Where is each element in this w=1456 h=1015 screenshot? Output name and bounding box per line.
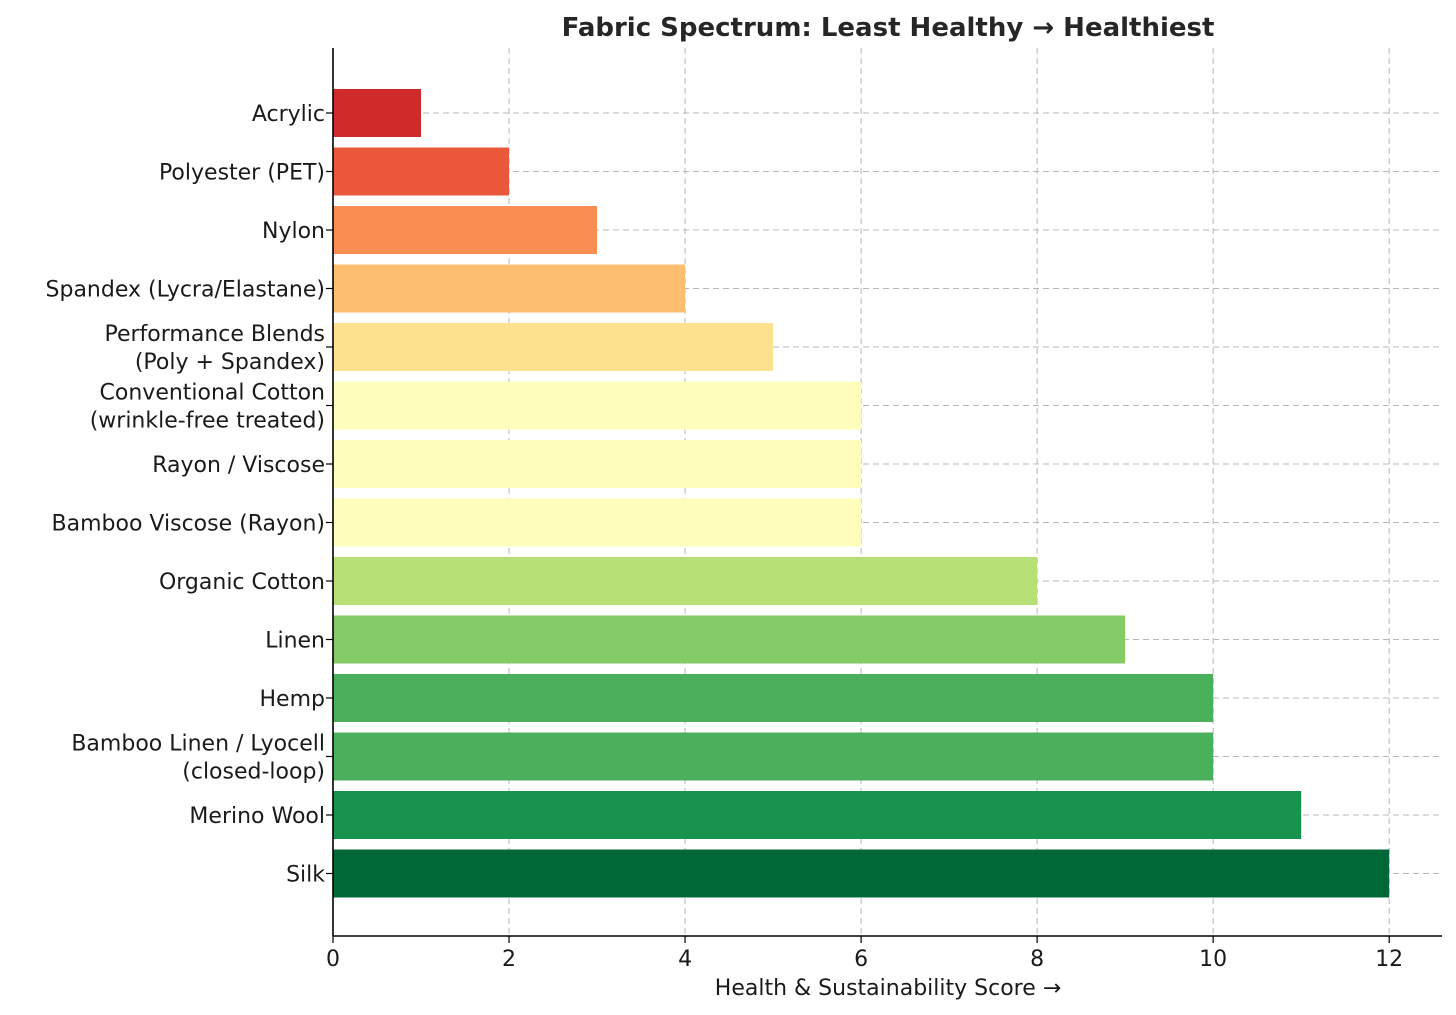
bar bbox=[333, 557, 1038, 605]
bar bbox=[333, 264, 686, 313]
x-tick-label: 8 bbox=[1030, 947, 1044, 972]
y-tick-label: Spandex (Lycra/Elastane) bbox=[46, 278, 325, 303]
bar bbox=[333, 440, 862, 488]
x-tick-label: 6 bbox=[854, 947, 868, 972]
bar bbox=[333, 381, 862, 430]
x-tick-label: 2 bbox=[502, 947, 516, 972]
bar bbox=[333, 323, 774, 371]
bar bbox=[333, 498, 862, 547]
y-tick-label: Polyester (PET) bbox=[159, 161, 325, 186]
bar bbox=[333, 849, 1390, 898]
axes-spines bbox=[332, 48, 1442, 937]
bar bbox=[333, 89, 422, 137]
y-tick-label: Hemp bbox=[260, 687, 325, 712]
bar bbox=[333, 615, 1126, 664]
x-tick-label: 12 bbox=[1375, 947, 1403, 972]
y-tick-label: Acrylic bbox=[252, 102, 325, 127]
y-tick-label: Conventional Cotton (wrinkle-free treated… bbox=[90, 381, 325, 434]
x-tick-label: 4 bbox=[678, 947, 692, 972]
bars bbox=[333, 89, 1390, 898]
y-tick-label: Rayon / Viscose bbox=[152, 453, 325, 478]
y-tick-label: Linen bbox=[265, 629, 325, 654]
y-tick-label: Silk bbox=[286, 863, 325, 888]
bar bbox=[333, 147, 510, 196]
y-tick-label: Merino Wool bbox=[189, 804, 325, 829]
y-tick-label: Nylon bbox=[262, 219, 325, 244]
x-axis-label: Health & Sustainability Score → bbox=[715, 976, 1061, 1001]
y-tick-label: Organic Cotton bbox=[159, 570, 325, 595]
y-tick-label: Bamboo Viscose (Rayon) bbox=[52, 512, 325, 537]
x-tick-label: 0 bbox=[326, 947, 340, 972]
y-tick-label: Performance Blends (Poly + Spandex) bbox=[104, 322, 325, 375]
bar bbox=[333, 674, 1214, 722]
y-ticks: Acrylic Polyester (PET) Nylon Spandex (Lycr… bbox=[46, 102, 333, 888]
x-ticks: 0 2 4 6 8 10 12 bbox=[326, 936, 1403, 972]
bar bbox=[333, 206, 598, 254]
bar bbox=[333, 791, 1302, 839]
x-tick-label: 10 bbox=[1199, 947, 1227, 972]
bar bbox=[333, 732, 1214, 781]
chart-title: Fabric Spectrum: Least Healthy → Healthi… bbox=[562, 13, 1215, 43]
y-tick-label: Bamboo Linen / Lyocell (closed-loop) bbox=[71, 732, 325, 785]
